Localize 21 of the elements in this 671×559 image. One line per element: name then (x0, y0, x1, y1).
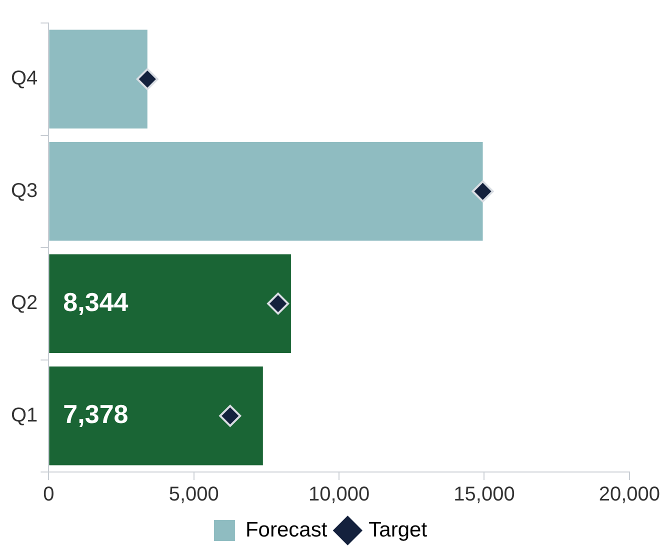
x-tick-label: 10,000 (308, 484, 370, 506)
y-tick-label: Q4 (10, 68, 38, 90)
data-label: 7,378 (63, 399, 128, 430)
bar (49, 366, 263, 466)
data-label: 8,344 (63, 286, 129, 317)
y-tick-label: Q2 (10, 292, 38, 314)
bar (49, 30, 148, 129)
point (219, 404, 242, 427)
point (136, 68, 158, 90)
y-tick-label: Q1 (10, 404, 38, 426)
point (472, 180, 494, 202)
point (267, 292, 290, 315)
legend-label: Forecast (245, 518, 328, 542)
y-tick-label: Q3 (10, 180, 38, 202)
x-tick-label: 0 (43, 484, 54, 506)
bar (49, 254, 291, 354)
x-tick-label: 5,000 (168, 484, 219, 506)
x-tick-label: 15,000 (454, 484, 515, 506)
bar (49, 142, 483, 241)
legend-label: Target (368, 518, 428, 542)
x-tick-label: 20,000 (598, 484, 660, 506)
